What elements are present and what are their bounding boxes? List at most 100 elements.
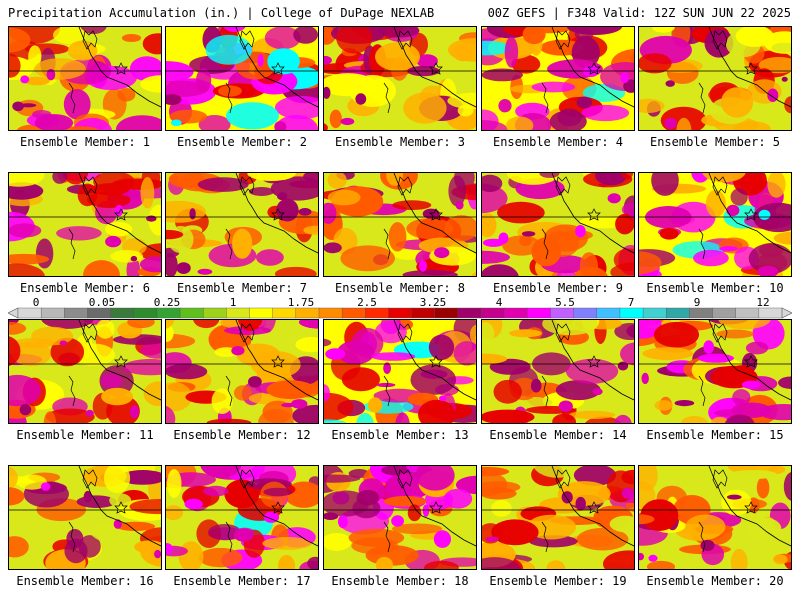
precip-contour bbox=[552, 413, 576, 423]
precip-core bbox=[40, 482, 51, 491]
island-outline bbox=[271, 501, 285, 514]
ensemble-member-label: Ensemble Member: 18 bbox=[331, 574, 469, 588]
precip-contour bbox=[621, 201, 634, 218]
boundary-line bbox=[698, 521, 706, 553]
precip-core bbox=[664, 117, 677, 130]
precip-map bbox=[166, 173, 318, 276]
precip-contour bbox=[166, 324, 174, 342]
precip-contour bbox=[725, 414, 755, 423]
precip-contour bbox=[324, 392, 354, 422]
precip-map bbox=[639, 173, 791, 276]
coastline bbox=[393, 27, 476, 108]
precip-core bbox=[558, 400, 573, 412]
precip-core bbox=[129, 405, 140, 419]
colorbar-swatch bbox=[480, 307, 505, 319]
colorbar-swatch bbox=[110, 307, 135, 319]
coastline bbox=[78, 320, 161, 401]
ensemble-member-label: Ensemble Member: 7 bbox=[176, 281, 308, 295]
precip-contour bbox=[41, 320, 94, 329]
precip-contour bbox=[276, 198, 299, 222]
precip-contour bbox=[9, 53, 21, 78]
precip-contour bbox=[337, 340, 375, 365]
precip-contour bbox=[9, 504, 33, 524]
precip-map bbox=[324, 27, 476, 130]
lake-outline bbox=[397, 469, 413, 489]
precip-contour bbox=[685, 514, 726, 539]
ensemble-panel-19 bbox=[481, 465, 635, 570]
precip-contour bbox=[140, 75, 161, 93]
precip-contour bbox=[765, 109, 791, 130]
precip-contour bbox=[639, 466, 658, 491]
precip-contour bbox=[659, 228, 679, 240]
precip-contour bbox=[274, 266, 317, 276]
lake-outline bbox=[397, 323, 413, 343]
coastline bbox=[393, 173, 476, 254]
precip-core bbox=[674, 400, 695, 407]
coastline bbox=[235, 466, 318, 547]
colorbar-label: 5.5 bbox=[555, 296, 575, 309]
precip-core bbox=[189, 208, 196, 220]
island-outline bbox=[744, 355, 758, 368]
precip-contour bbox=[324, 533, 352, 551]
precip-contour bbox=[56, 226, 102, 241]
precip-contour bbox=[469, 324, 476, 345]
precip-contour bbox=[615, 213, 634, 235]
boundary-line bbox=[383, 375, 391, 407]
colorbar-swatch bbox=[318, 307, 343, 319]
precip-map bbox=[482, 27, 634, 130]
precip-contour bbox=[758, 404, 791, 421]
precip-contour bbox=[402, 269, 458, 276]
precip-contour bbox=[482, 557, 521, 569]
colorbar-swatch bbox=[503, 307, 528, 319]
colorbar-label: 0.25 bbox=[153, 296, 181, 309]
ensemble-panel-4 bbox=[481, 26, 635, 131]
precip-contour bbox=[482, 487, 517, 500]
precip-core bbox=[83, 490, 92, 503]
ensemble-panel-18 bbox=[323, 465, 477, 570]
colorbar-label: 1 bbox=[229, 296, 237, 309]
ensemble-panel-14 bbox=[481, 319, 635, 424]
precip-core bbox=[575, 225, 586, 238]
precip-contour bbox=[9, 374, 41, 407]
precip-contour bbox=[208, 524, 242, 541]
coastline bbox=[708, 173, 791, 254]
island-outline bbox=[114, 62, 128, 75]
precip-contour bbox=[416, 54, 438, 68]
ensemble-panel-17 bbox=[165, 465, 319, 570]
boundary-line bbox=[383, 228, 391, 260]
ensemble-member-label: Ensemble Member: 8 bbox=[334, 281, 466, 295]
precip-contour bbox=[166, 405, 176, 423]
lake-outline bbox=[555, 323, 571, 343]
precip-contour bbox=[327, 173, 347, 189]
precip-contour bbox=[9, 223, 42, 238]
precip-contour bbox=[129, 56, 161, 82]
lake-outline bbox=[239, 176, 255, 196]
precip-contour bbox=[388, 222, 407, 252]
precip-core bbox=[231, 346, 245, 356]
precip-contour bbox=[620, 173, 634, 180]
lake-outline bbox=[555, 30, 571, 50]
coastline bbox=[551, 320, 634, 401]
ensemble-panel-12 bbox=[165, 319, 319, 424]
precip-contour bbox=[35, 238, 54, 269]
colorbar-swatch bbox=[133, 307, 158, 319]
precip-contour bbox=[783, 472, 791, 501]
precip-contour bbox=[115, 521, 156, 531]
ensemble-panel-5 bbox=[638, 26, 792, 131]
precip-contour bbox=[80, 27, 107, 34]
precip-contour bbox=[100, 373, 123, 389]
lake-outline bbox=[239, 323, 255, 343]
precip-contour bbox=[509, 329, 542, 338]
precip-core bbox=[46, 68, 56, 81]
precip-contour bbox=[639, 514, 655, 525]
coastline bbox=[235, 173, 318, 254]
precip-contour bbox=[28, 45, 42, 68]
precip-core bbox=[340, 117, 355, 126]
precip-contour bbox=[9, 466, 18, 490]
precip-core bbox=[277, 192, 288, 201]
precip-contour bbox=[134, 540, 161, 554]
ensemble-member-label: Ensemble Member: 19 bbox=[489, 574, 627, 588]
precip-contour bbox=[168, 173, 205, 188]
boundary-line bbox=[68, 521, 76, 553]
precip-contour bbox=[546, 560, 566, 569]
